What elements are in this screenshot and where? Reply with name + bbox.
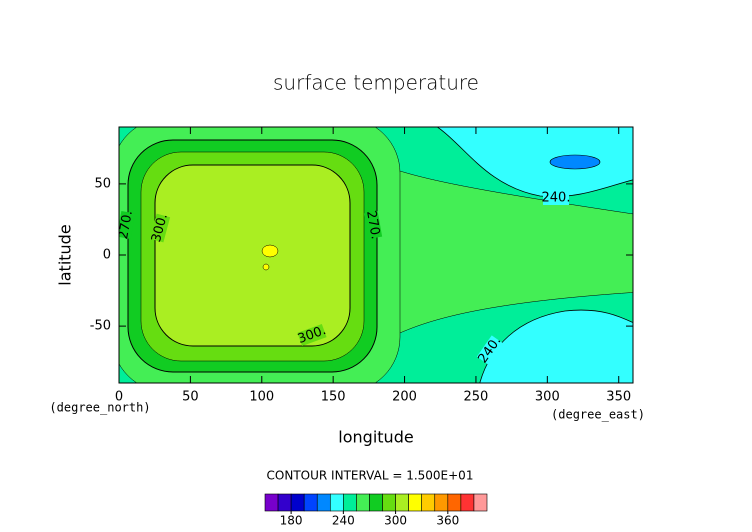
- contour-fill: [261, 244, 279, 258]
- contour-fill: [262, 263, 270, 271]
- y-tick-label: -50: [90, 319, 111, 334]
- contour-label-bg: [149, 213, 171, 243]
- colorbar-tick-label: 360: [436, 514, 459, 528]
- x-tick-label: 0: [115, 390, 123, 405]
- colorbar-tick-label: 240: [332, 514, 355, 528]
- colorbar-box: [447, 493, 462, 512]
- colorbar-tick-label: 180: [280, 514, 303, 528]
- y-tick-label: 50: [94, 176, 111, 191]
- contour-label-bg: [119, 210, 136, 240]
- x-tick-label: 200: [392, 390, 417, 405]
- colorbar-box: [277, 493, 292, 512]
- y-tick-label: 0: [103, 248, 111, 263]
- colorbar-box: [369, 493, 383, 512]
- contour-label-bg: [476, 335, 504, 365]
- contour-fill: [549, 154, 601, 170]
- colorbar-box: [473, 493, 488, 512]
- x-tick-label: 100: [249, 390, 274, 405]
- colorbar-box: [329, 493, 344, 512]
- contour-fill: [436, 127, 633, 198]
- contour-label-bg: [543, 191, 569, 205]
- contour-label: 270.: [116, 209, 136, 240]
- x-units: (degree_east): [551, 408, 645, 422]
- colorbar-box: [303, 493, 318, 512]
- chart-title: surface temperature: [273, 71, 479, 95]
- x-tick-label: 150: [321, 390, 346, 405]
- colorbar-box: [290, 493, 305, 512]
- x-tick-label: 350: [606, 390, 631, 405]
- y-units: (degree_north): [49, 401, 150, 415]
- contour-interval: CONTOUR INTERVAL = 1.500E+01: [267, 469, 474, 483]
- x-tick-label: 250: [464, 390, 489, 405]
- contour-label: 270.: [363, 209, 383, 240]
- contour-label-bg: [297, 323, 327, 347]
- contour-label: 240.: [542, 191, 571, 206]
- contour-label-bg: [363, 210, 383, 240]
- colorbar-box: [264, 493, 279, 512]
- contour-fill: [479, 309, 633, 383]
- x-tick-label: 300: [535, 390, 560, 405]
- x-axis-label: longitude: [338, 428, 413, 447]
- colorbar-tick-label: 300: [384, 514, 407, 528]
- colorbar-box: [395, 493, 409, 512]
- y-axis-label: latitude: [56, 224, 75, 285]
- colorbar-box: [408, 493, 423, 512]
- colorbar-box: [382, 493, 396, 512]
- contour-fill: [154, 164, 351, 347]
- field: 270. 300. 270.300.240.240.: [116, 127, 633, 383]
- colorbar-box: [434, 493, 449, 512]
- x-tick-label: 50: [182, 390, 199, 405]
- colorbar-box: [316, 493, 331, 512]
- colorbar-box: [343, 493, 357, 512]
- contour-label: 300.: [149, 212, 171, 244]
- colorbar-box: [356, 493, 370, 512]
- colorbar-box: [460, 493, 475, 512]
- colorbar-box: [421, 493, 436, 512]
